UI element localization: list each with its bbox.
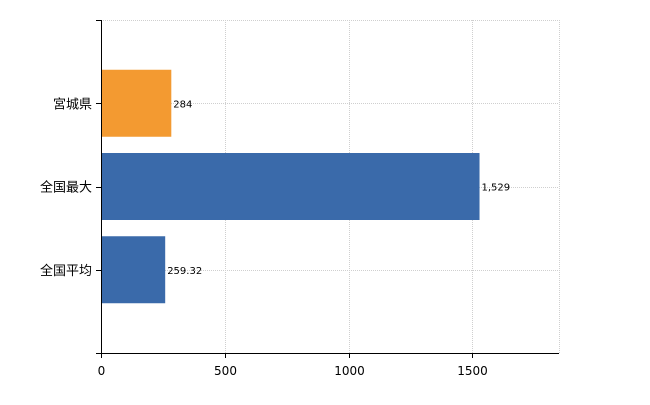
x-tick-label: 0 bbox=[98, 364, 106, 378]
data-label-2: 1,529 bbox=[482, 183, 511, 194]
category-label-1: 宮城県 bbox=[53, 96, 92, 112]
labels: 284 宮城県 1,529 全国最大 259.32 全国平均 0 500 1000 1500 bbox=[40, 96, 510, 378]
category-label-2: 全国最大 bbox=[40, 180, 92, 196]
data-label-1: 284 bbox=[173, 99, 192, 110]
bar-1 bbox=[102, 69, 172, 137]
axes bbox=[96, 20, 559, 358]
x-tick-label: 500 bbox=[214, 364, 237, 378]
bar-3 bbox=[102, 236, 166, 304]
bar-2 bbox=[102, 153, 480, 220]
bars bbox=[102, 69, 480, 304]
x-tick-label: 1500 bbox=[457, 364, 488, 378]
x-tick-label: 1000 bbox=[334, 364, 365, 378]
data-label-3: 259.32 bbox=[167, 266, 202, 277]
category-label-3: 全国平均 bbox=[40, 263, 92, 279]
